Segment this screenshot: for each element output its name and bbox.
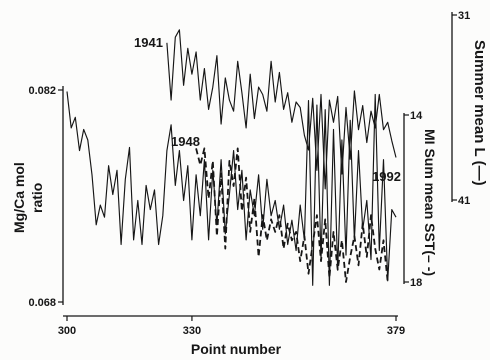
left-y-axis-title: Mg/Ca mol ratio [11,162,45,234]
sum-mean-sst-dashed-line [195,147,389,283]
outer-right-y-tick-label-bottom: 41 [458,195,470,207]
x-axis-ticks: 300 330 379 [58,316,405,337]
outer-right-y-tick-label-top: 31 [458,10,470,22]
outer-right-y-axis-title: Summer mean L (—) [471,40,488,186]
summer-mean-l-line [166,29,397,190]
annotation-year-start-sst: 1948 [171,134,200,149]
inner-right-y-axis-title: MI Sum mean SST(– -) [422,129,438,277]
annotation-year-end: 1992 [372,169,401,184]
left-y-tick-label-bottom: 0.068 [28,297,56,309]
left-y-tick-label-top: 0.082 [28,85,56,97]
x-tick-label: 330 [183,325,201,337]
annotation-year-start-summer-l: 1941 [134,35,163,50]
x-tick-label: 300 [58,325,76,337]
inner-right-y-tick-label-bottom: 18 [410,277,422,289]
x-tick-label: 379 [387,325,405,337]
x-axis-title: Point number [191,341,282,357]
series-layer [66,29,397,286]
inner-right-y-tick-label-top: 14 [410,110,423,122]
